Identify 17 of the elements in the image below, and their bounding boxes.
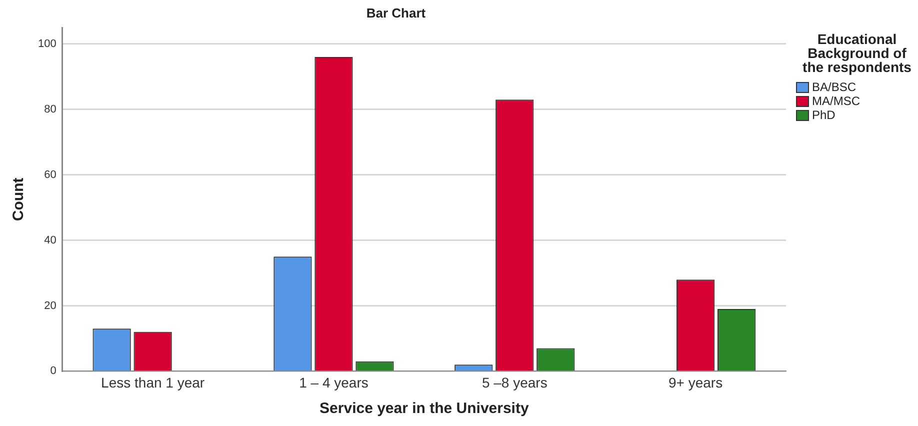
x-tick-label: Less than 1 year — [101, 374, 205, 390]
x-tick-label: 1 – 4 years — [299, 374, 368, 390]
y-tick-label: 100 — [38, 38, 56, 50]
x-axis-title: Service year in the University — [320, 400, 530, 418]
legend-label: PhD — [812, 108, 836, 122]
x-tick-label: 9+ years — [668, 374, 723, 390]
legend-label: BA/BSC — [812, 80, 856, 94]
legend-title: Educational Background of the respondents — [802, 31, 912, 75]
y-tick-label: 60 — [44, 168, 56, 181]
y-tick-label: 0 — [50, 365, 56, 378]
y-axis-title: Count — [10, 178, 28, 222]
y-tick-label: 20 — [44, 300, 56, 312]
legend-label: MA/MSC — [812, 94, 860, 108]
chart-title: Bar Chart — [366, 5, 426, 20]
y-tick-label: 80 — [44, 103, 56, 116]
y-tick-label: 40 — [44, 234, 56, 246]
x-tick-label: 5 –8 years — [482, 374, 548, 390]
